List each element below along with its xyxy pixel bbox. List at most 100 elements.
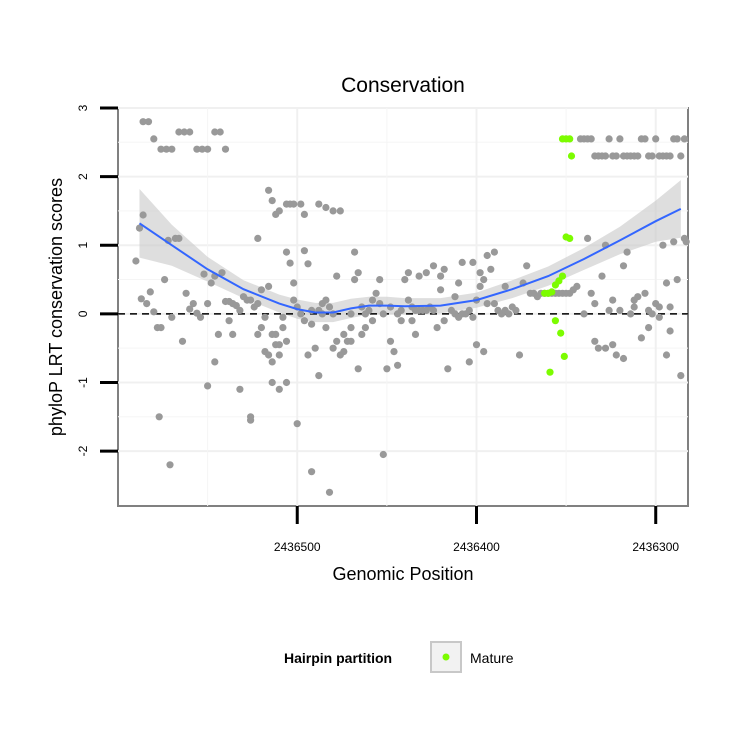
other-point (376, 276, 384, 284)
other-point (372, 289, 380, 297)
other-point (397, 317, 405, 325)
legend-title: Hairpin partition (284, 650, 392, 666)
other-point (247, 296, 255, 304)
other-point (268, 330, 276, 338)
other-point (573, 282, 581, 290)
other-point (139, 211, 147, 219)
other-point (404, 296, 412, 304)
x-tick-label: 2436400 (453, 540, 500, 554)
other-point (673, 135, 681, 143)
other-point (634, 293, 642, 301)
legend-mature-marker (442, 653, 450, 661)
other-point (433, 324, 441, 332)
other-point (483, 251, 491, 260)
other-point (440, 265, 448, 273)
other-point (196, 313, 205, 321)
other-point (476, 269, 484, 277)
mature-point (566, 135, 574, 143)
other-point (290, 200, 298, 208)
other-point (216, 128, 224, 136)
other-point (221, 145, 230, 153)
other-point (257, 324, 265, 332)
other-point (605, 306, 613, 314)
other-point (501, 306, 509, 314)
other-point (178, 337, 187, 345)
y-tick-label: 0 (76, 310, 90, 317)
other-point (422, 269, 430, 277)
other-point (329, 344, 337, 352)
other-point (666, 303, 674, 311)
other-point (437, 272, 445, 280)
other-point (297, 200, 305, 208)
x-tick-label: 2436500 (274, 540, 321, 554)
other-point (282, 378, 291, 387)
other-point (609, 341, 617, 349)
other-point (204, 382, 212, 390)
other-point (286, 259, 294, 267)
other-point (268, 197, 276, 205)
other-point (225, 317, 233, 325)
y-tick-label: -2 (76, 445, 90, 456)
other-point (523, 262, 531, 270)
other-point (161, 276, 169, 284)
other-point (329, 207, 337, 215)
other-point (601, 152, 610, 160)
other-point (648, 152, 656, 160)
y-tick-label: 3 (76, 104, 90, 111)
other-point (584, 234, 592, 242)
other-point (594, 344, 603, 352)
other-point (166, 461, 174, 469)
other-point (408, 317, 416, 325)
other-point (465, 358, 473, 366)
other-point (361, 324, 369, 332)
other-point (515, 351, 524, 359)
mature-point (546, 368, 554, 376)
smooth-fit-line (138, 208, 682, 314)
other-point (144, 118, 153, 126)
other-point (655, 303, 663, 311)
other-point (300, 317, 308, 325)
other-point (315, 200, 323, 208)
other-point (616, 306, 624, 314)
other-point (333, 272, 341, 280)
other-point (351, 248, 359, 256)
other-point (512, 306, 520, 314)
other-point (645, 324, 653, 332)
other-point (247, 416, 255, 424)
other-point (155, 413, 163, 421)
other-point (214, 330, 222, 338)
other-point (162, 145, 170, 153)
other-point (347, 337, 355, 345)
y-tick-label: 1 (76, 242, 90, 249)
other-point (211, 358, 219, 366)
other-point (300, 210, 308, 218)
other-point (587, 135, 595, 143)
other-point (451, 293, 459, 301)
other-point (637, 334, 646, 342)
legend-label-mature: Mature (470, 650, 514, 666)
other-point (254, 234, 262, 242)
other-point (290, 296, 298, 304)
other-point (275, 385, 283, 393)
other-point (591, 300, 599, 308)
other-point (200, 270, 208, 278)
other-point (458, 258, 466, 266)
other-point (682, 238, 690, 246)
other-point (616, 135, 624, 143)
other-point (347, 310, 355, 318)
other-point (415, 272, 423, 280)
other-point (168, 313, 176, 321)
other-point (300, 247, 308, 255)
other-point (662, 351, 671, 359)
other-point (290, 279, 298, 287)
y-axis: -2 -1 0 1 2 3 (76, 104, 118, 456)
other-point (444, 365, 452, 373)
other-point (605, 135, 613, 143)
other-point (591, 337, 599, 345)
other-point (351, 276, 359, 284)
y-axis-title: phyloP LRT conservation scores (46, 178, 66, 436)
other-point (182, 289, 190, 297)
other-point (204, 145, 212, 153)
other-point (619, 354, 628, 363)
